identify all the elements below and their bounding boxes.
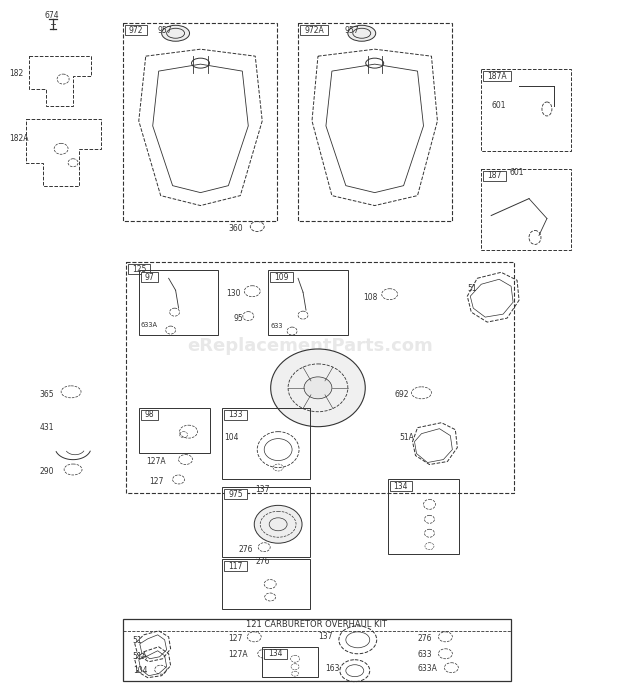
- Text: 360: 360: [228, 224, 243, 233]
- Text: 95: 95: [233, 314, 243, 323]
- Text: 290: 290: [39, 467, 54, 476]
- Bar: [483, 170, 506, 181]
- Text: 674: 674: [44, 11, 59, 20]
- Bar: [298, 24, 453, 220]
- Text: 125: 125: [132, 265, 146, 274]
- Text: 163: 163: [325, 664, 339, 673]
- Bar: [268, 270, 348, 335]
- Bar: [223, 559, 310, 609]
- Text: 957: 957: [157, 26, 172, 35]
- Text: 957: 957: [345, 26, 360, 35]
- Text: 431: 431: [39, 423, 54, 432]
- Ellipse shape: [271, 349, 365, 427]
- Bar: [139, 270, 218, 335]
- Text: 972: 972: [129, 26, 143, 35]
- Bar: [481, 168, 571, 250]
- Text: 108: 108: [363, 292, 377, 301]
- Bar: [388, 480, 459, 554]
- Bar: [264, 649, 286, 659]
- Text: 127A: 127A: [146, 457, 166, 466]
- Bar: [123, 24, 277, 220]
- Ellipse shape: [254, 505, 302, 543]
- Text: 276: 276: [417, 634, 432, 643]
- Text: 121 CARBURETOR OVERHAUL KIT: 121 CARBURETOR OVERHAUL KIT: [247, 620, 388, 629]
- Text: 972A: 972A: [304, 26, 324, 35]
- Text: 130: 130: [226, 289, 241, 298]
- Text: 692: 692: [394, 390, 409, 399]
- Bar: [123, 619, 511, 681]
- Bar: [223, 407, 310, 480]
- Bar: [483, 71, 511, 81]
- Text: 134: 134: [394, 482, 408, 491]
- Bar: [125, 25, 147, 35]
- Text: 975: 975: [228, 490, 243, 499]
- Text: 633: 633: [270, 323, 283, 329]
- Text: 109: 109: [274, 273, 289, 282]
- Bar: [224, 561, 247, 571]
- Text: 127A: 127A: [228, 650, 248, 659]
- Text: 51A: 51A: [400, 433, 415, 442]
- Text: 133: 133: [228, 410, 243, 419]
- Ellipse shape: [348, 25, 376, 41]
- Text: 137: 137: [255, 485, 270, 494]
- Text: 51A: 51A: [133, 652, 148, 661]
- Text: 104: 104: [224, 433, 239, 442]
- Bar: [300, 25, 328, 35]
- Text: 51: 51: [133, 636, 143, 645]
- Text: 182: 182: [9, 69, 24, 78]
- Bar: [141, 410, 157, 420]
- Text: 104: 104: [133, 666, 148, 675]
- Text: 276: 276: [255, 556, 270, 565]
- Text: 98: 98: [144, 410, 154, 419]
- Bar: [270, 272, 293, 282]
- Text: 276: 276: [238, 545, 253, 554]
- Bar: [481, 69, 571, 151]
- Text: 134: 134: [268, 649, 283, 658]
- Text: 187A: 187A: [487, 71, 507, 80]
- Ellipse shape: [304, 377, 332, 398]
- Bar: [139, 407, 210, 453]
- Text: 117: 117: [228, 561, 243, 570]
- Text: 365: 365: [39, 390, 54, 399]
- Text: 187: 187: [487, 171, 502, 180]
- Bar: [126, 263, 514, 493]
- Bar: [223, 487, 310, 557]
- Text: 127: 127: [149, 477, 163, 486]
- Text: 137: 137: [318, 632, 332, 641]
- Text: 51: 51: [467, 283, 477, 292]
- Text: 601: 601: [509, 168, 524, 177]
- Text: 633: 633: [417, 650, 432, 659]
- Text: 633A: 633A: [417, 664, 437, 673]
- Text: 601: 601: [491, 101, 506, 110]
- Text: eReplacementParts.com: eReplacementParts.com: [187, 337, 433, 355]
- Bar: [389, 482, 412, 491]
- Bar: [262, 647, 318, 676]
- Text: 97: 97: [144, 273, 154, 282]
- Ellipse shape: [162, 25, 190, 41]
- Bar: [224, 410, 247, 420]
- Text: 633A: 633A: [141, 322, 157, 328]
- Bar: [128, 264, 150, 274]
- Text: 127: 127: [228, 634, 243, 643]
- Bar: [224, 489, 247, 500]
- Text: 182A: 182A: [9, 134, 29, 143]
- Bar: [141, 272, 157, 282]
